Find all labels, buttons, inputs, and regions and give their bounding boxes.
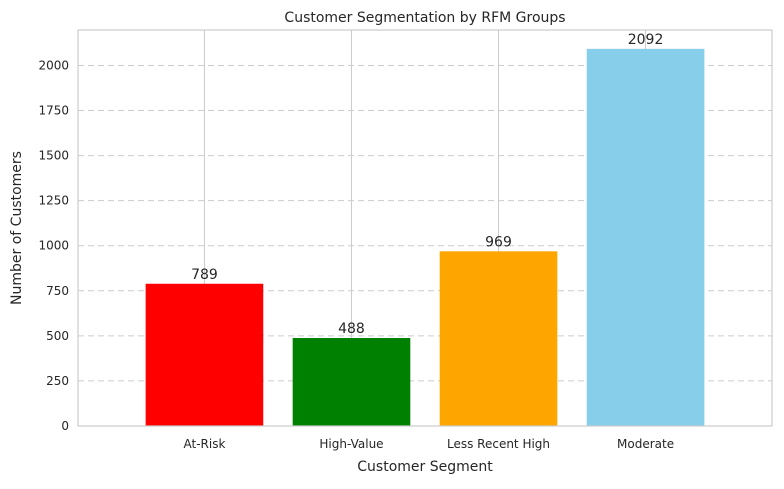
y-tick-label: 1000 [38, 239, 69, 253]
y-tick-label: 250 [46, 374, 69, 388]
x-tick-label: At-Risk [183, 437, 225, 451]
y-tick-label: 1500 [38, 149, 69, 163]
y-tick-label: 500 [46, 329, 69, 343]
axes [77, 29, 773, 427]
bar-value-label: 2092 [628, 32, 664, 48]
x-tick-label: Moderate [617, 437, 674, 451]
bar-at-risk [145, 283, 264, 426]
x-tick-label: Less Recent High [447, 437, 550, 451]
data-labels: 789 488 969 2092 [191, 32, 663, 337]
y-axis-label: Number of Customers [9, 151, 25, 305]
x-axis-label: Customer Segment [357, 459, 493, 475]
bar-high-value [292, 338, 411, 426]
bar-moderate [586, 48, 705, 426]
chart-title: Customer Segmentation by RFM Groups [284, 10, 565, 26]
y-tick-label: 750 [46, 284, 69, 298]
y-tick-label: 2000 [38, 58, 69, 72]
y-tick-label: 0 [61, 419, 69, 433]
x-tick-labels: At-Risk High-Value Less Recent High Moderat… [183, 437, 674, 451]
bar-value-label: 969 [485, 234, 512, 250]
y-tick-label: 1750 [38, 104, 69, 118]
y-tick-label: 1250 [38, 194, 69, 208]
bar-value-label: 789 [191, 267, 218, 283]
x-tick-label: High-Value [319, 437, 383, 451]
bar-value-label: 488 [338, 321, 365, 337]
bar-less-recent-high [439, 251, 558, 426]
bars [145, 48, 705, 426]
plot-frame [77, 29, 773, 427]
y-tick-labels: 0 250 500 750 1000 1250 1500 1750 2000 [38, 58, 69, 433]
